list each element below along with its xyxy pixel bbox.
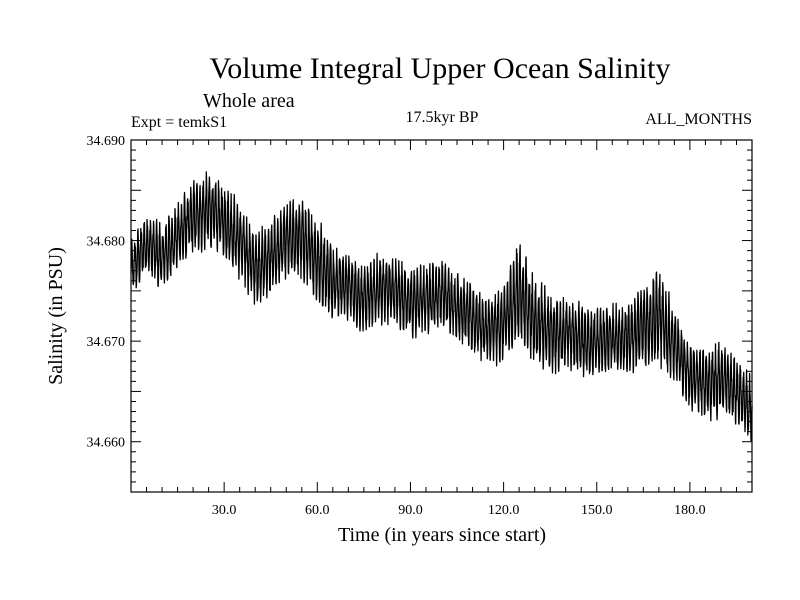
period-label: 17.5kyr BP [406, 109, 479, 126]
series-layer [130, 171, 753, 442]
y-tick-label: 34.670 [87, 335, 126, 350]
y-axis-label: Salinity (in PSU) [45, 247, 67, 385]
y-tick-label: 34.660 [87, 436, 126, 451]
plot-area: 30.0 60.0 90.0 120.0 150.0 180.0 34.660 34.670… [87, 134, 753, 518]
chart-subtitle: Whole area [203, 90, 295, 112]
x-tick-label: 150.0 [581, 503, 613, 518]
months-label: ALL_MONTHS [645, 111, 752, 128]
chart-title: Volume Integral Upper Ocean Salinity [210, 52, 671, 85]
x-tick-label: 120.0 [488, 503, 520, 518]
y-ticks: 34.660 34.670 34.680 34.690 [87, 134, 752, 483]
x-ticks: 30.0 60.0 90.0 120.0 150.0 180.0 [146, 140, 737, 518]
experiment-label: Expt = temkS1 [131, 114, 227, 131]
y-tick-label: 34.690 [87, 134, 126, 149]
salinity-series-line [130, 171, 753, 442]
x-tick-label: 30.0 [212, 503, 237, 518]
x-tick-label: 60.0 [305, 503, 330, 518]
x-axis-label: Time (in years since start) [338, 524, 546, 546]
x-tick-label: 180.0 [674, 503, 706, 518]
y-tick-label: 34.680 [87, 235, 126, 250]
x-tick-label: 90.0 [398, 503, 423, 518]
